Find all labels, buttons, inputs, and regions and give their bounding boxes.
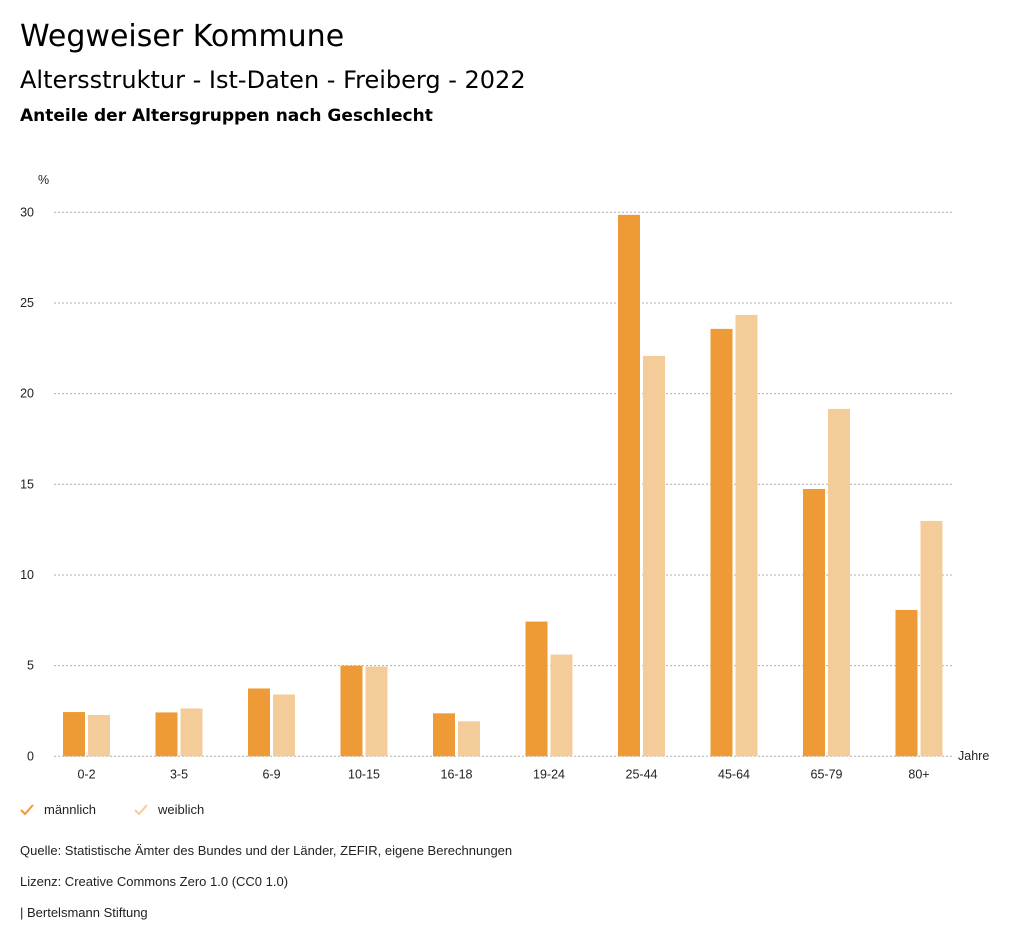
bar-maennlich-19-24[interactable]	[525, 621, 548, 757]
check-icon	[134, 803, 148, 815]
bar-weiblich-0-2[interactable]	[88, 714, 110, 757]
page-title: Wegweiser Kommune	[20, 19, 345, 54]
x-tick-label: 25-44	[626, 767, 658, 781]
legend-item-weiblich[interactable]: weiblich	[134, 802, 204, 817]
bar-weiblich-3-5[interactable]	[180, 708, 203, 757]
x-tick-label: 6-9	[262, 767, 280, 781]
bar-maennlich-6-9[interactable]	[248, 688, 270, 757]
bar-weiblich-80+[interactable]	[920, 520, 943, 757]
bar-maennlich-10-15[interactable]	[340, 665, 363, 757]
bar-maennlich-16-18[interactable]	[433, 713, 455, 757]
legend-label: weiblich	[158, 802, 205, 817]
gridlines	[54, 211, 952, 757]
bar-weiblich-16-18[interactable]	[458, 721, 480, 757]
source-note: Quelle: Statistische Ämter des Bundes un…	[20, 843, 513, 858]
bar-weiblich-10-15[interactable]	[365, 666, 388, 757]
bars	[63, 214, 943, 757]
legend-item-maennlich[interactable]: männlich	[20, 802, 96, 817]
x-tick-label: 45-64	[718, 767, 750, 781]
chart-title: Anteile der Altersgruppen nach Geschlech…	[20, 106, 433, 126]
page-subtitle: Altersstruktur - Ist-Daten - Freiberg - …	[20, 66, 526, 94]
legend-label: männlich	[44, 802, 97, 817]
x-tick-label: 3-5	[170, 767, 188, 781]
license-note: Lizenz: Creative Commons Zero 1.0 (CC0 1…	[20, 874, 289, 889]
y-tick-label: 10	[20, 568, 34, 582]
legend: männlich weiblich	[20, 802, 242, 817]
y-tick-label: 0	[27, 749, 34, 763]
x-axis-unit-label: Jahre	[958, 749, 989, 763]
bar-maennlich-3-5[interactable]	[155, 712, 178, 757]
bar-maennlich-80+[interactable]	[895, 609, 918, 757]
y-tick-label: 15	[20, 477, 34, 491]
y-tick-label: 25	[20, 296, 34, 310]
bar-weiblich-65-79[interactable]	[828, 408, 850, 757]
bar-weiblich-6-9[interactable]	[273, 694, 295, 757]
check-icon	[20, 803, 34, 815]
y-tick-label: 20	[20, 387, 34, 401]
bar-weiblich-19-24[interactable]	[550, 654, 573, 757]
bar-chart: % 0 5 10 15 20 25 30 0-2 3-5 6-9 10-15 16-18 19-24 2…	[20, 173, 989, 781]
x-tick-label: 10-15	[348, 767, 380, 781]
x-tick-label: 19-24	[533, 767, 565, 781]
bar-maennlich-65-79[interactable]	[803, 489, 825, 757]
y-axis-unit-label: %	[38, 173, 49, 187]
bar-weiblich-25-44[interactable]	[643, 355, 665, 757]
x-tick-label: 0-2	[77, 767, 95, 781]
y-tick-label: 5	[27, 659, 34, 673]
bar-maennlich-0-2[interactable]	[63, 712, 85, 757]
x-axis-ticks: 0-2 3-5 6-9 10-15 16-18 19-24 25-44 45-64 65-79 8…	[77, 767, 929, 781]
bar-weiblich-45-64[interactable]	[735, 314, 758, 757]
x-tick-label: 16-18	[441, 767, 473, 781]
y-tick-label: 30	[20, 205, 34, 219]
x-tick-label: 65-79	[811, 767, 843, 781]
x-tick-label: 80+	[908, 767, 929, 781]
bar-maennlich-25-44[interactable]	[618, 214, 640, 757]
bar-maennlich-45-64[interactable]	[710, 328, 733, 757]
y-axis-ticks: 0 5 10 15 20 25 30	[20, 205, 34, 763]
publisher-note: | Bertelsmann Stiftung	[20, 905, 148, 920]
